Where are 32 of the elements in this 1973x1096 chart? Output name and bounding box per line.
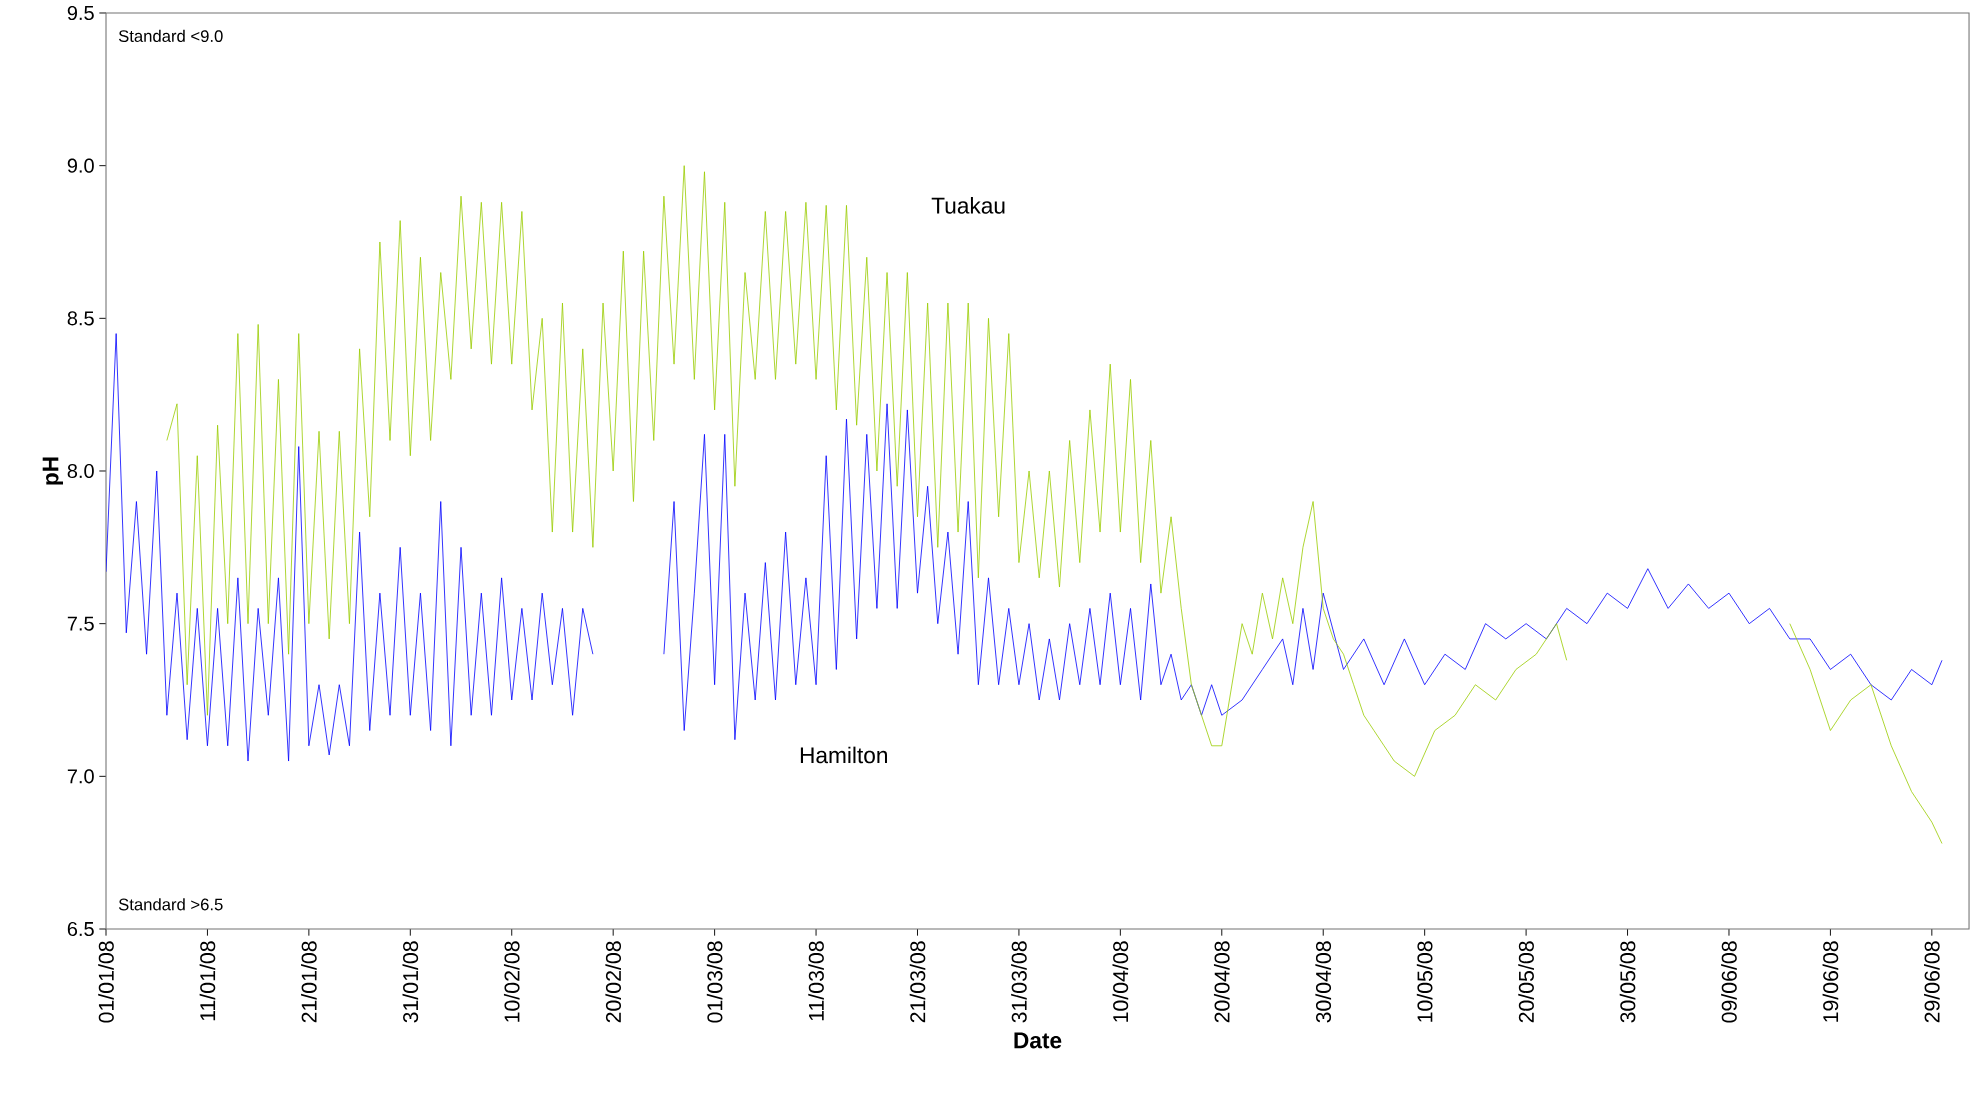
x-tick-label: 10/02/08 [503,941,520,1022]
x-tick-label: 30/04/08 [1315,941,1332,1023]
x-tick-label: 31/01/08 [402,941,419,1023]
x-tick-label: 01/03/08 [706,941,723,1023]
x-axis-title: Date [1014,1032,1062,1049]
x-tick-label: 31/03/08 [1011,941,1027,1023]
x-tick-label: 21/03/08 [909,941,926,1023]
text: Hamilton [800,746,887,764]
x-tick-label: 11/01/08 [199,941,216,1021]
y-tick-label: 7.5 [67,616,94,631]
x-tick-label: 09/06/08 [1721,941,1737,1023]
x-tick-label: 20/02/08 [605,941,622,1023]
y-tick-label: 8.5 [67,311,94,326]
y-tick-label: 6.5 [67,921,94,937]
x-tick-label: 21/01/08 [301,941,317,1023]
y-tick-label: 8.0 [67,463,94,479]
x-tick-label: 19/06/08 [1822,941,1839,1022]
x-tick-label: 01/01/08 [98,941,114,1023]
x-tick-label: 30/05/08 [1619,941,1636,1023]
x-tick-label: 11/03/08 [808,941,824,1021]
x-tick-label: 10/04/08 [1112,941,1129,1022]
x-tick-label: 29/06/08 [1924,941,1940,1023]
x-tick-label: 20/05/08 [1518,941,1534,1023]
x-tick-label: 10/05/08 [1416,941,1433,1022]
x-tick-label: 20/04/08 [1213,941,1230,1023]
annotation: Standard >6.5 [118,898,223,911]
y-tick-label: 7.0 [67,769,94,784]
y-tick-label: 9.5 [67,5,94,21]
annotation: Standard <9.0 [118,29,223,43]
y-tick-label: 9.0 [67,158,94,173]
text: Tuakau [931,197,1005,214]
y-axis-title: pH [42,457,63,485]
